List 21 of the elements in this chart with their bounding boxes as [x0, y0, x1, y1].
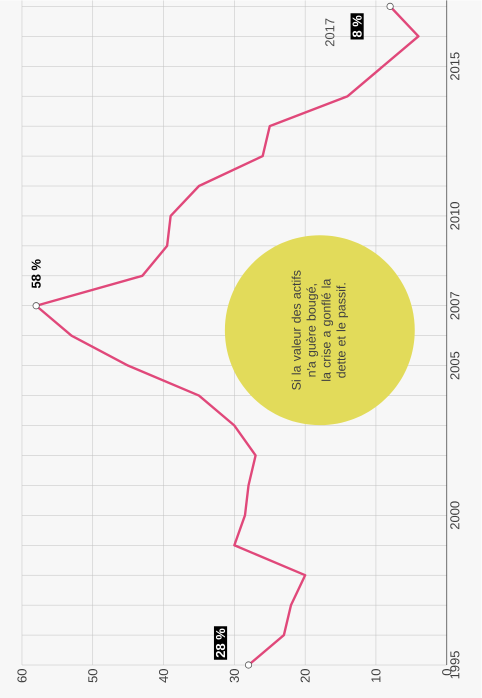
point: [386, 2, 394, 10]
x-tick-label: 10: [372, 669, 381, 682]
y-tick-label: 2015: [450, 52, 460, 80]
x-tick-label: 50: [88, 669, 98, 682]
x-tick-label: 20: [300, 669, 310, 682]
x-tick-label: 0: [442, 669, 452, 676]
x-tick-label: 60: [18, 669, 27, 682]
annotation: 2017: [325, 18, 335, 46]
y-tick-label: 2000: [450, 501, 460, 530]
x-tick-label: 40: [159, 669, 168, 683]
y-tick-label: 2007: [450, 292, 460, 320]
annotation: Si la valeur des actifs n'a guère bougé, la crise a gonflé la dette et le passif.: [292, 270, 348, 390]
y-tick-label: 2005: [450, 352, 460, 380]
annotation: 58 %: [32, 259, 41, 288]
y-tick-label: 1995: [450, 651, 460, 678]
annotation: 28 %: [216, 628, 226, 658]
point: [32, 302, 40, 310]
annotation: 8 %: [352, 16, 362, 38]
y-tick-label: 2010: [450, 202, 460, 230]
x-tick-label: 30: [230, 669, 240, 682]
point: [245, 661, 252, 669]
